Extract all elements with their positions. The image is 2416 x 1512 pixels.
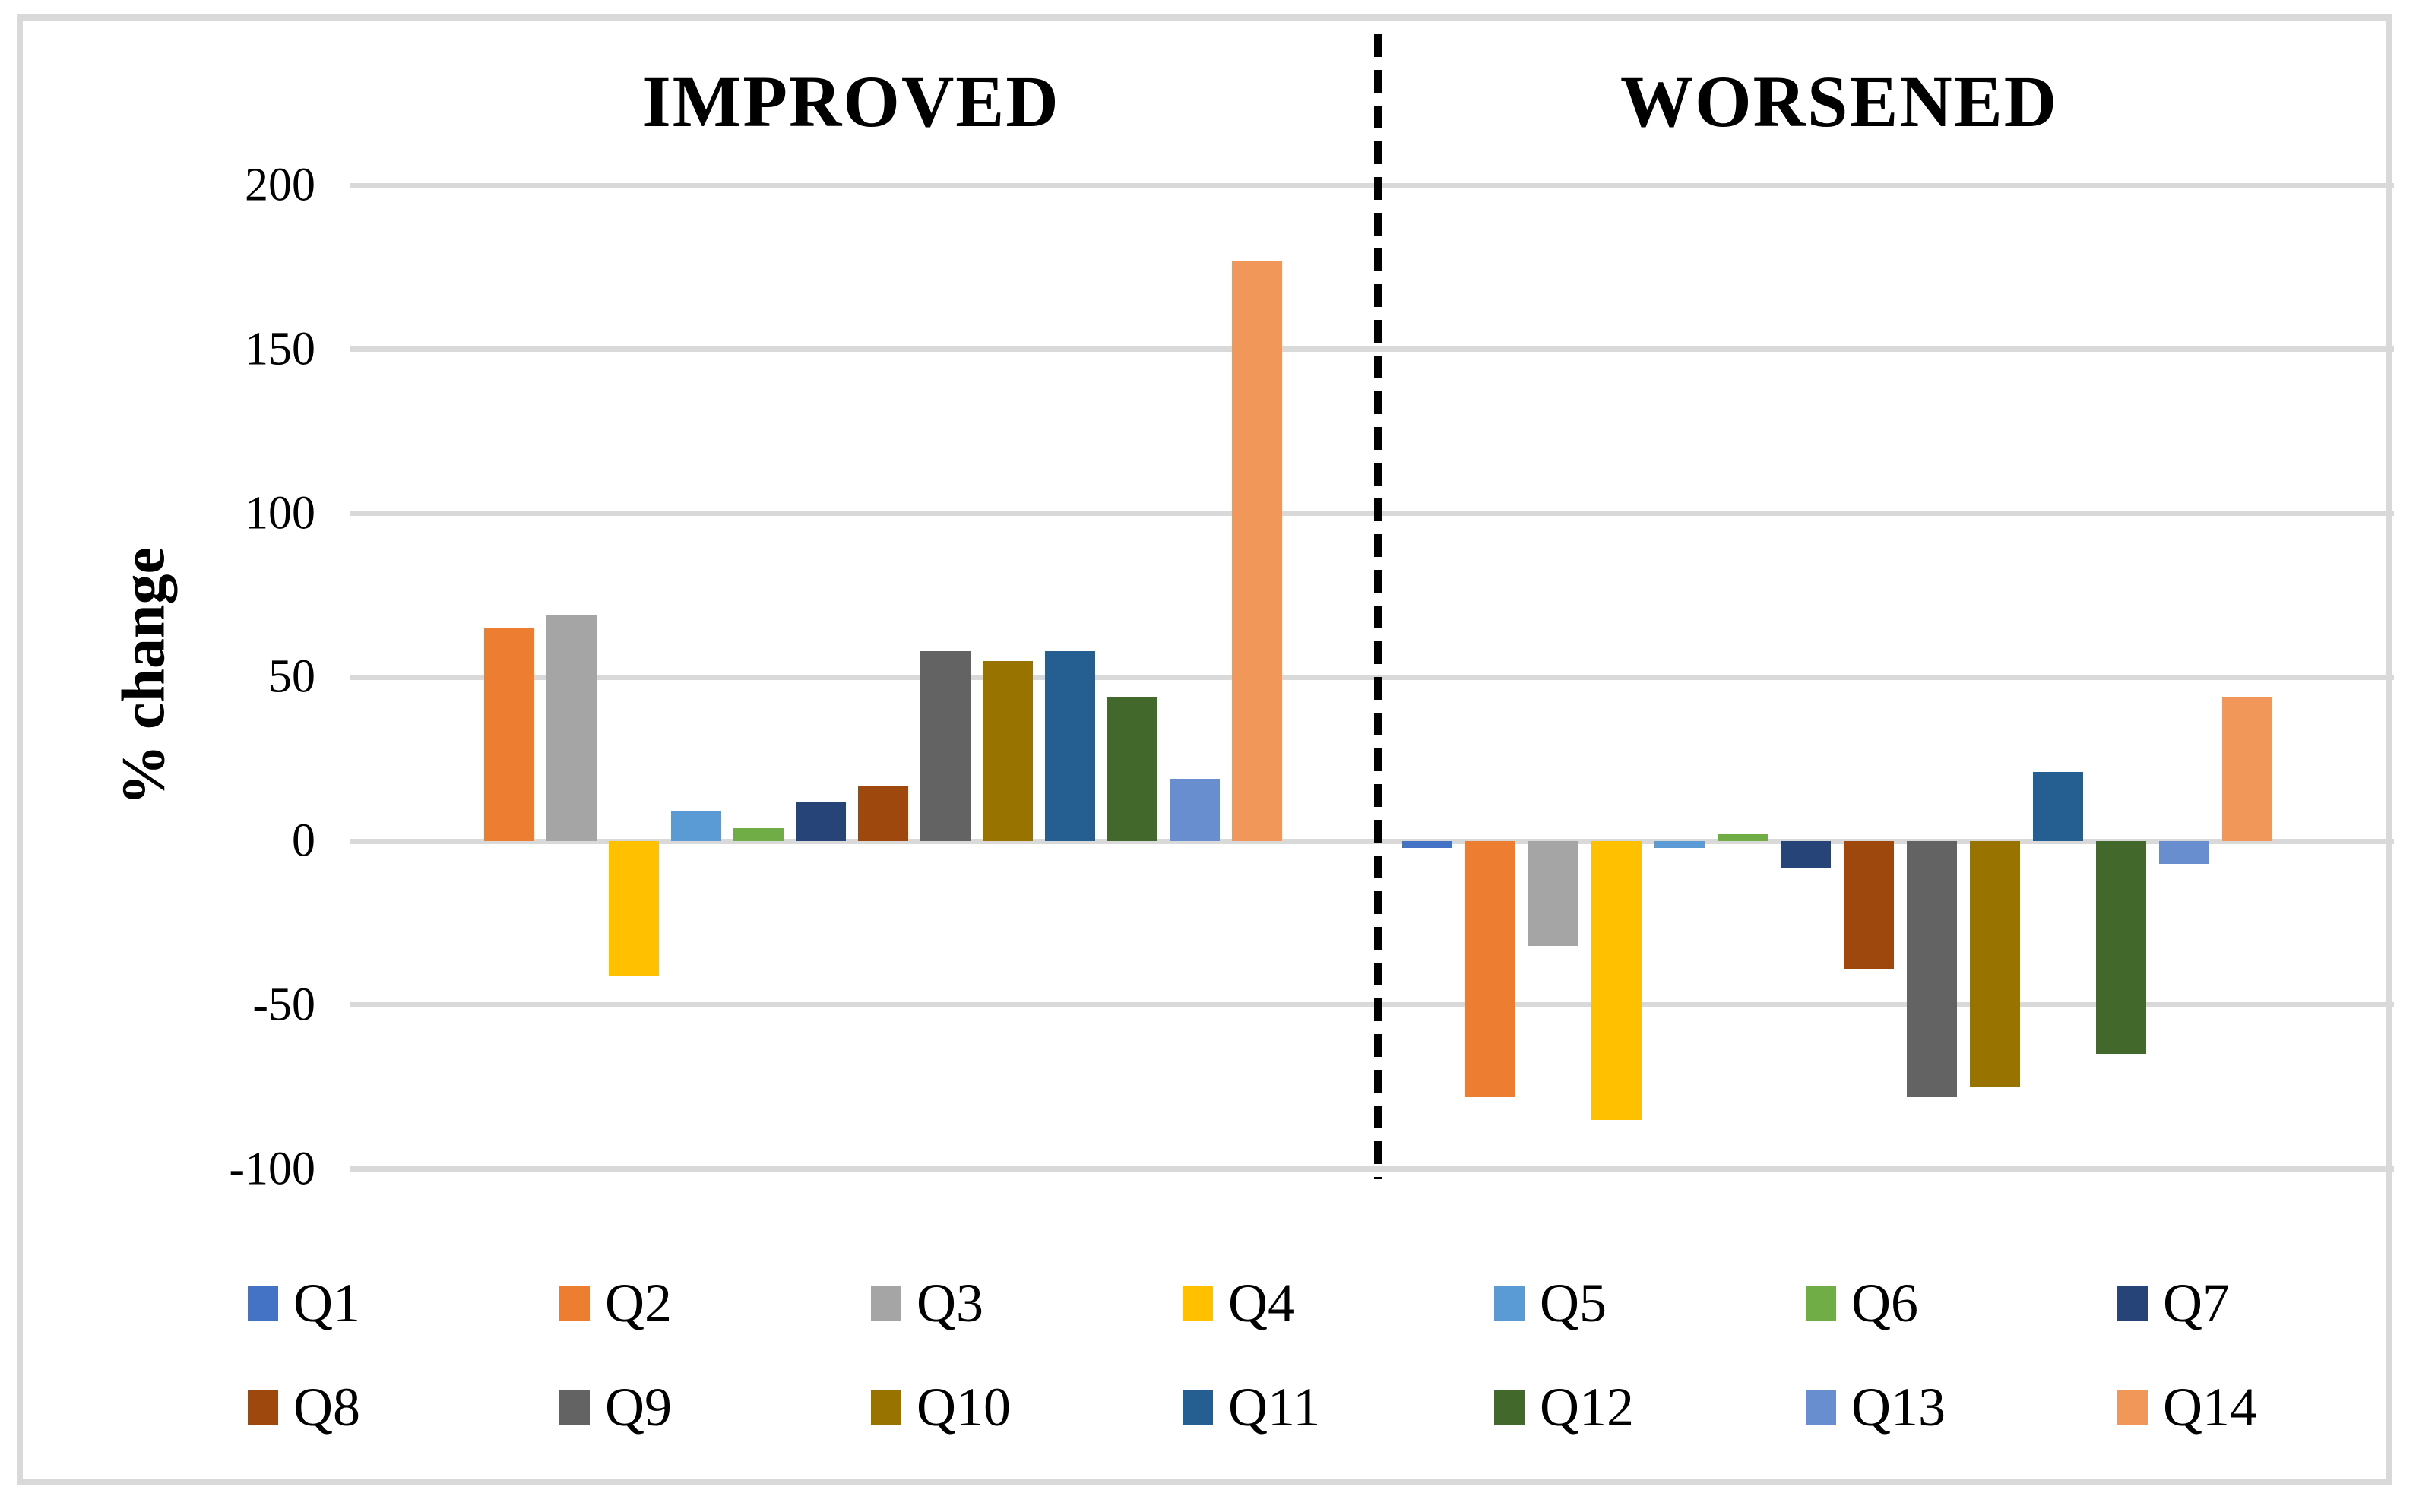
bar-improved-Q10 (983, 660, 1033, 841)
legend-label-Q12: Q12 (1540, 1377, 1634, 1438)
bar-worsened-Q10 (1970, 841, 2020, 1087)
legend-label-Q9: Q9 (605, 1377, 672, 1438)
bar-improved-Q13 (1170, 779, 1220, 841)
section-title-worsened: WORSENED (1620, 61, 2059, 142)
bar-improved-Q12 (1107, 697, 1157, 841)
legend-label-Q1: Q1 (293, 1273, 360, 1333)
legend-swatch-Q12 (1494, 1390, 1525, 1425)
bar-worsened-Q2 (1465, 841, 1515, 1097)
legend-item-Q8: Q8 (248, 1380, 360, 1435)
bar-worsened-Q3 (1528, 841, 1578, 947)
bar-worsened-Q1 (1402, 841, 1452, 848)
legend-item-Q10: Q10 (871, 1380, 1011, 1435)
legend-swatch-Q7 (2117, 1286, 2148, 1321)
legend-swatch-Q10 (871, 1390, 901, 1425)
legend-label-Q11: Q11 (1228, 1377, 1321, 1438)
bar-worsened-Q5 (1654, 841, 1705, 848)
gridline-150 (350, 346, 2394, 353)
bar-worsened-Q6 (1718, 834, 1768, 841)
legend-label-Q5: Q5 (1540, 1273, 1607, 1333)
bar-worsened-Q13 (2159, 841, 2209, 865)
bar-improved-Q14 (1232, 261, 1282, 841)
legend-swatch-Q8 (248, 1390, 278, 1425)
legend-item-Q4: Q4 (1183, 1276, 1295, 1330)
legend-swatch-Q2 (559, 1286, 590, 1321)
bar-improved-Q6 (733, 827, 784, 841)
legend-label-Q3: Q3 (917, 1273, 983, 1333)
legend-item-Q6: Q6 (1806, 1276, 1918, 1330)
bar-worsened-Q12 (2096, 841, 2146, 1055)
legend-label-Q10: Q10 (917, 1377, 1011, 1438)
gridline-0 (350, 838, 2394, 844)
y-tick-label-150: 150 (245, 323, 315, 375)
bar-improved-Q2 (484, 628, 534, 841)
bar-improved-Q4 (609, 841, 659, 976)
legend-swatch-Q3 (871, 1286, 901, 1321)
legend-item-Q2: Q2 (559, 1276, 672, 1330)
legend-item-Q12: Q12 (1494, 1380, 1634, 1435)
bar-worsened-Q14 (2222, 697, 2272, 841)
legend-swatch-Q14 (2117, 1390, 2148, 1425)
legend-label-Q6: Q6 (1851, 1273, 1918, 1333)
y-tick-label-100: 100 (245, 487, 315, 539)
bar-improved-Q8 (858, 785, 908, 841)
bar-worsened-Q7 (1781, 841, 1831, 868)
legend-label-Q13: Q13 (1851, 1377, 1946, 1438)
legend-swatch-Q4 (1183, 1286, 1213, 1321)
bar-worsened-Q9 (1907, 841, 1957, 1097)
bar-improved-Q5 (671, 811, 721, 841)
legend-item-Q14: Q14 (2117, 1380, 2257, 1435)
legend-item-Q5: Q5 (1494, 1276, 1607, 1330)
bar-improved-Q11 (1045, 650, 1095, 841)
legend-item-Q13: Q13 (1806, 1380, 1946, 1435)
legend-item-Q9: Q9 (559, 1380, 672, 1435)
gridline--50 (350, 1002, 2394, 1008)
legend-item-Q3: Q3 (871, 1276, 983, 1330)
legend-swatch-Q11 (1183, 1390, 1213, 1425)
legend-item-Q11: Q11 (1183, 1380, 1320, 1435)
legend-swatch-Q5 (1494, 1286, 1525, 1321)
legend-item-Q7: Q7 (2117, 1276, 2230, 1330)
legend-label-Q8: Q8 (293, 1377, 360, 1438)
legend-swatch-Q6 (1806, 1286, 1836, 1321)
legend-label-Q14: Q14 (2163, 1377, 2257, 1438)
legend-label-Q7: Q7 (2163, 1273, 2230, 1333)
legend-swatch-Q9 (559, 1390, 590, 1425)
legend-label-Q4: Q4 (1228, 1273, 1295, 1333)
bar-worsened-Q11 (2033, 772, 2083, 841)
bar-improved-Q7 (796, 802, 846, 841)
bar-worsened-Q8 (1844, 841, 1894, 970)
gridline-200 (350, 182, 2394, 188)
y-tick-label-0: 0 (292, 815, 315, 867)
y-tick-label--50: -50 (252, 979, 315, 1031)
legend-label-Q2: Q2 (605, 1273, 672, 1333)
legend-swatch-Q1 (248, 1286, 278, 1321)
bar-improved-Q3 (546, 615, 597, 841)
gridline-50 (350, 674, 2394, 680)
section-divider-dashed-line (1374, 34, 1382, 1179)
chart-border (17, 14, 2392, 1485)
section-title-improved: IMPROVED (642, 61, 1060, 142)
gridline--100 (350, 1166, 2394, 1172)
y-tick-label--100: -100 (229, 1143, 315, 1194)
y-tick-label-50: 50 (268, 650, 315, 703)
bar-worsened-Q4 (1591, 841, 1642, 1120)
legend-swatch-Q13 (1806, 1390, 1836, 1425)
y-tick-label-200: 200 (245, 159, 315, 211)
bar-improved-Q9 (920, 650, 971, 841)
legend-item-Q1: Q1 (248, 1276, 360, 1330)
gridline-100 (350, 511, 2394, 516)
